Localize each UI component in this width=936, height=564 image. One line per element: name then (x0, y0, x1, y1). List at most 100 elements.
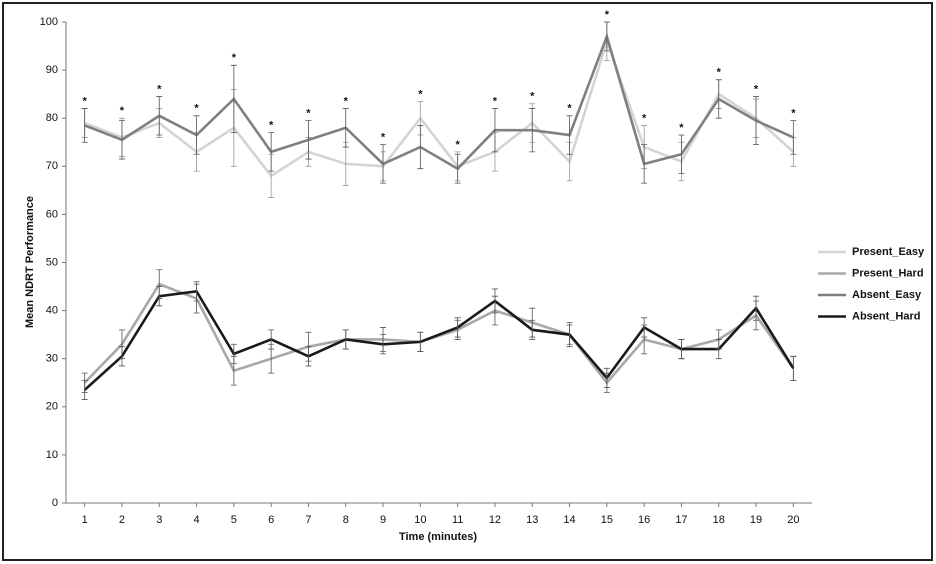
y-axis-title: Mean NDRT Performance (24, 196, 36, 328)
error-bar (118, 346, 125, 367)
x-tick-label: 11 (452, 514, 463, 526)
error-bar (193, 115, 200, 155)
error-bar (566, 324, 573, 345)
significance-mark: * (120, 105, 125, 117)
x-tick-label: 14 (563, 514, 575, 526)
significance-mark: * (717, 67, 722, 79)
significance-mark: * (418, 88, 423, 100)
error-bar (193, 281, 200, 302)
significance-mark: * (157, 83, 162, 95)
error-bar (678, 134, 685, 174)
x-tick-label: 3 (156, 514, 162, 526)
error-bar (454, 317, 461, 338)
x-tick-label: 12 (489, 514, 501, 526)
error-bar (230, 64, 237, 134)
x-tick-label: 16 (638, 514, 650, 526)
x-tick-label: 2 (119, 514, 125, 526)
error-bar (268, 329, 275, 350)
significance-mark: * (530, 91, 535, 103)
y-tick-label: 30 (46, 353, 58, 365)
x-tick-label: 20 (787, 514, 799, 526)
error-bar (603, 21, 610, 52)
error-bar (566, 115, 573, 155)
x-tick-label: 10 (414, 514, 426, 526)
error-bar (678, 339, 685, 360)
error-bar (342, 329, 349, 350)
error-bar (790, 120, 797, 155)
significance-mark: * (306, 108, 311, 120)
error-bar (790, 355, 797, 381)
significance-mark: * (679, 122, 684, 134)
error-bar (81, 379, 88, 400)
error-bar (118, 120, 125, 160)
error-bar (417, 125, 424, 170)
x-tick-label: 15 (601, 514, 613, 526)
error-bar (529, 319, 536, 340)
error-bar (715, 339, 722, 360)
error-bar (305, 120, 312, 160)
significance-mark: * (791, 108, 796, 120)
y-tick-label: 90 (46, 64, 58, 76)
x-axis-title: Time (minutes) (399, 531, 477, 543)
significance-mark: * (754, 83, 759, 95)
y-tick-label: 80 (46, 112, 58, 124)
error-bar (491, 288, 498, 314)
error-bar (268, 132, 275, 172)
error-bar (603, 367, 610, 388)
significance-mark: * (456, 139, 461, 151)
x-tick-label: 9 (380, 514, 386, 526)
error-bar (529, 108, 536, 153)
legend-label: Present_Hard (852, 267, 924, 279)
error-bar (156, 286, 163, 307)
y-tick-label: 10 (46, 449, 58, 461)
significance-mark: * (232, 52, 237, 64)
error-bar (81, 108, 88, 143)
significance-mark: * (381, 132, 386, 144)
error-bar (753, 295, 760, 321)
x-tick-label: 5 (231, 514, 237, 526)
significance-mark: * (83, 95, 88, 107)
x-tick-label: 19 (750, 514, 762, 526)
error-bar (380, 144, 387, 184)
x-tick-label: 18 (713, 514, 725, 526)
significance-mark: * (493, 95, 498, 107)
x-tick-label: 6 (268, 514, 274, 526)
error-bar (305, 346, 312, 367)
x-tick-label: 1 (82, 514, 88, 526)
error-bar (715, 79, 722, 119)
x-tick-label: 13 (526, 514, 538, 526)
legend-label: Absent_Hard (852, 310, 920, 322)
error-bar (641, 317, 648, 338)
error-bar (156, 96, 163, 136)
y-tick-label: 0 (52, 497, 58, 509)
significance-mark: * (269, 120, 274, 132)
y-tick-label: 50 (46, 256, 58, 268)
y-tick-label: 60 (46, 208, 58, 220)
y-tick-label: 20 (46, 401, 58, 413)
series-line (84, 32, 794, 171)
significance-mark: * (642, 112, 647, 124)
x-tick-label: 7 (305, 514, 311, 526)
error-bar (641, 144, 648, 184)
legend-label: Absent_Easy (852, 289, 922, 301)
error-bar (417, 331, 424, 352)
error-bar (342, 108, 349, 148)
significance-mark: * (605, 9, 610, 21)
x-tick-label: 4 (193, 514, 199, 526)
error-bar (753, 96, 760, 146)
series-line (83, 289, 795, 391)
error-bar (380, 334, 387, 355)
error-bar (454, 153, 461, 184)
x-tick-label: 8 (343, 514, 349, 526)
series-line (84, 37, 795, 178)
significance-mark: * (567, 103, 572, 115)
y-tick-label: 40 (46, 305, 58, 317)
legend-label: Present_Easy (852, 246, 925, 258)
x-tick-label: 17 (675, 514, 687, 526)
significance-mark: * (344, 95, 349, 107)
significance-mark: * (194, 103, 199, 115)
error-bar (491, 108, 498, 153)
y-tick-label: 100 (40, 16, 58, 28)
y-tick-label: 70 (46, 160, 58, 172)
